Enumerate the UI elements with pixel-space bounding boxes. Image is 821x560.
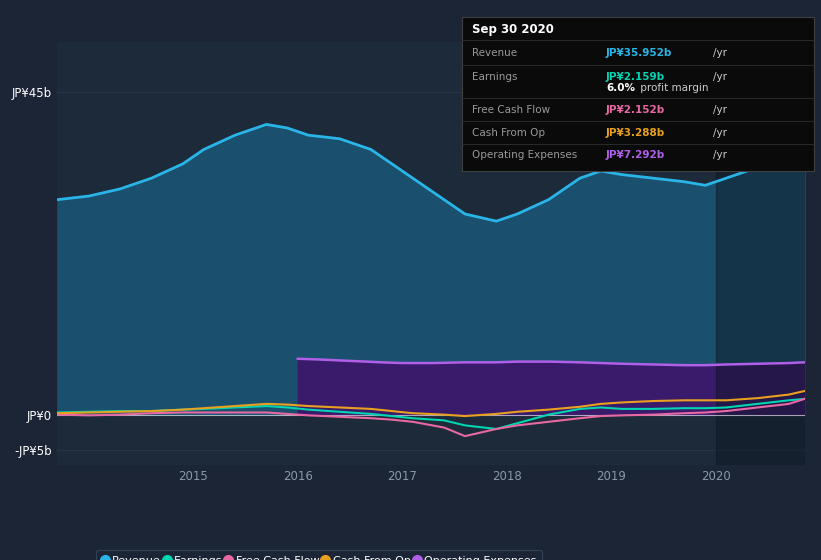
Text: Free Cash Flow: Free Cash Flow <box>472 105 550 115</box>
Text: 6.0%: 6.0% <box>606 82 635 92</box>
Text: JP¥2.152b: JP¥2.152b <box>606 105 665 115</box>
Text: /yr: /yr <box>713 128 727 138</box>
Text: /yr: /yr <box>713 150 727 160</box>
Text: JP¥35.952b: JP¥35.952b <box>606 48 672 58</box>
Text: Sep 30 2020: Sep 30 2020 <box>472 22 554 36</box>
Text: Revenue: Revenue <box>472 48 517 58</box>
Text: profit margin: profit margin <box>637 82 709 92</box>
Text: JP¥7.292b: JP¥7.292b <box>606 150 665 160</box>
Text: JP¥2.159b: JP¥2.159b <box>606 72 665 82</box>
Text: /yr: /yr <box>713 48 727 58</box>
Text: /yr: /yr <box>713 105 727 115</box>
Text: Operating Expenses: Operating Expenses <box>472 150 577 160</box>
Text: JP¥3.288b: JP¥3.288b <box>606 128 665 138</box>
Bar <box>716 42 815 465</box>
Legend: Revenue, Earnings, Free Cash Flow, Cash From Op, Operating Expenses: Revenue, Earnings, Free Cash Flow, Cash … <box>96 550 542 560</box>
Text: /yr: /yr <box>713 72 727 82</box>
Text: Earnings: Earnings <box>472 72 517 82</box>
Text: Cash From Op: Cash From Op <box>472 128 545 138</box>
